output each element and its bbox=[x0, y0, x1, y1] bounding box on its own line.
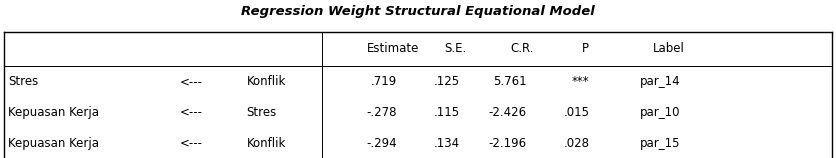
Text: .015: .015 bbox=[563, 106, 589, 119]
Text: -2.426: -2.426 bbox=[488, 106, 527, 119]
Text: .115: .115 bbox=[434, 106, 460, 119]
Text: par_10: par_10 bbox=[640, 106, 680, 119]
Text: <---: <--- bbox=[180, 75, 203, 88]
Text: S.E.: S.E. bbox=[445, 43, 466, 55]
Text: par_15: par_15 bbox=[640, 137, 680, 150]
Text: <---: <--- bbox=[180, 106, 203, 119]
Text: .028: .028 bbox=[563, 137, 589, 150]
Text: Stres: Stres bbox=[247, 106, 277, 119]
Text: -2.196: -2.196 bbox=[488, 137, 527, 150]
Text: Label: Label bbox=[653, 43, 685, 55]
Text: Kepuasan Kerja: Kepuasan Kerja bbox=[8, 137, 99, 150]
Text: Estimate: Estimate bbox=[367, 43, 419, 55]
Text: ***: *** bbox=[572, 75, 589, 88]
Text: -.278: -.278 bbox=[367, 106, 397, 119]
Text: C.R.: C.R. bbox=[511, 43, 534, 55]
Text: Konflik: Konflik bbox=[247, 75, 286, 88]
Text: P: P bbox=[582, 43, 589, 55]
Text: .719: .719 bbox=[371, 75, 397, 88]
Text: par_14: par_14 bbox=[640, 75, 681, 88]
Text: Konflik: Konflik bbox=[247, 137, 286, 150]
Text: 5.761: 5.761 bbox=[493, 75, 527, 88]
Text: Stres: Stres bbox=[8, 75, 38, 88]
Text: Kepuasan Kerja: Kepuasan Kerja bbox=[8, 106, 99, 119]
Text: .125: .125 bbox=[434, 75, 460, 88]
Text: <---: <--- bbox=[180, 137, 203, 150]
Text: -.294: -.294 bbox=[366, 137, 397, 150]
Text: Regression Weight Structural Equational Model: Regression Weight Structural Equational … bbox=[241, 5, 595, 18]
Text: .134: .134 bbox=[434, 137, 460, 150]
